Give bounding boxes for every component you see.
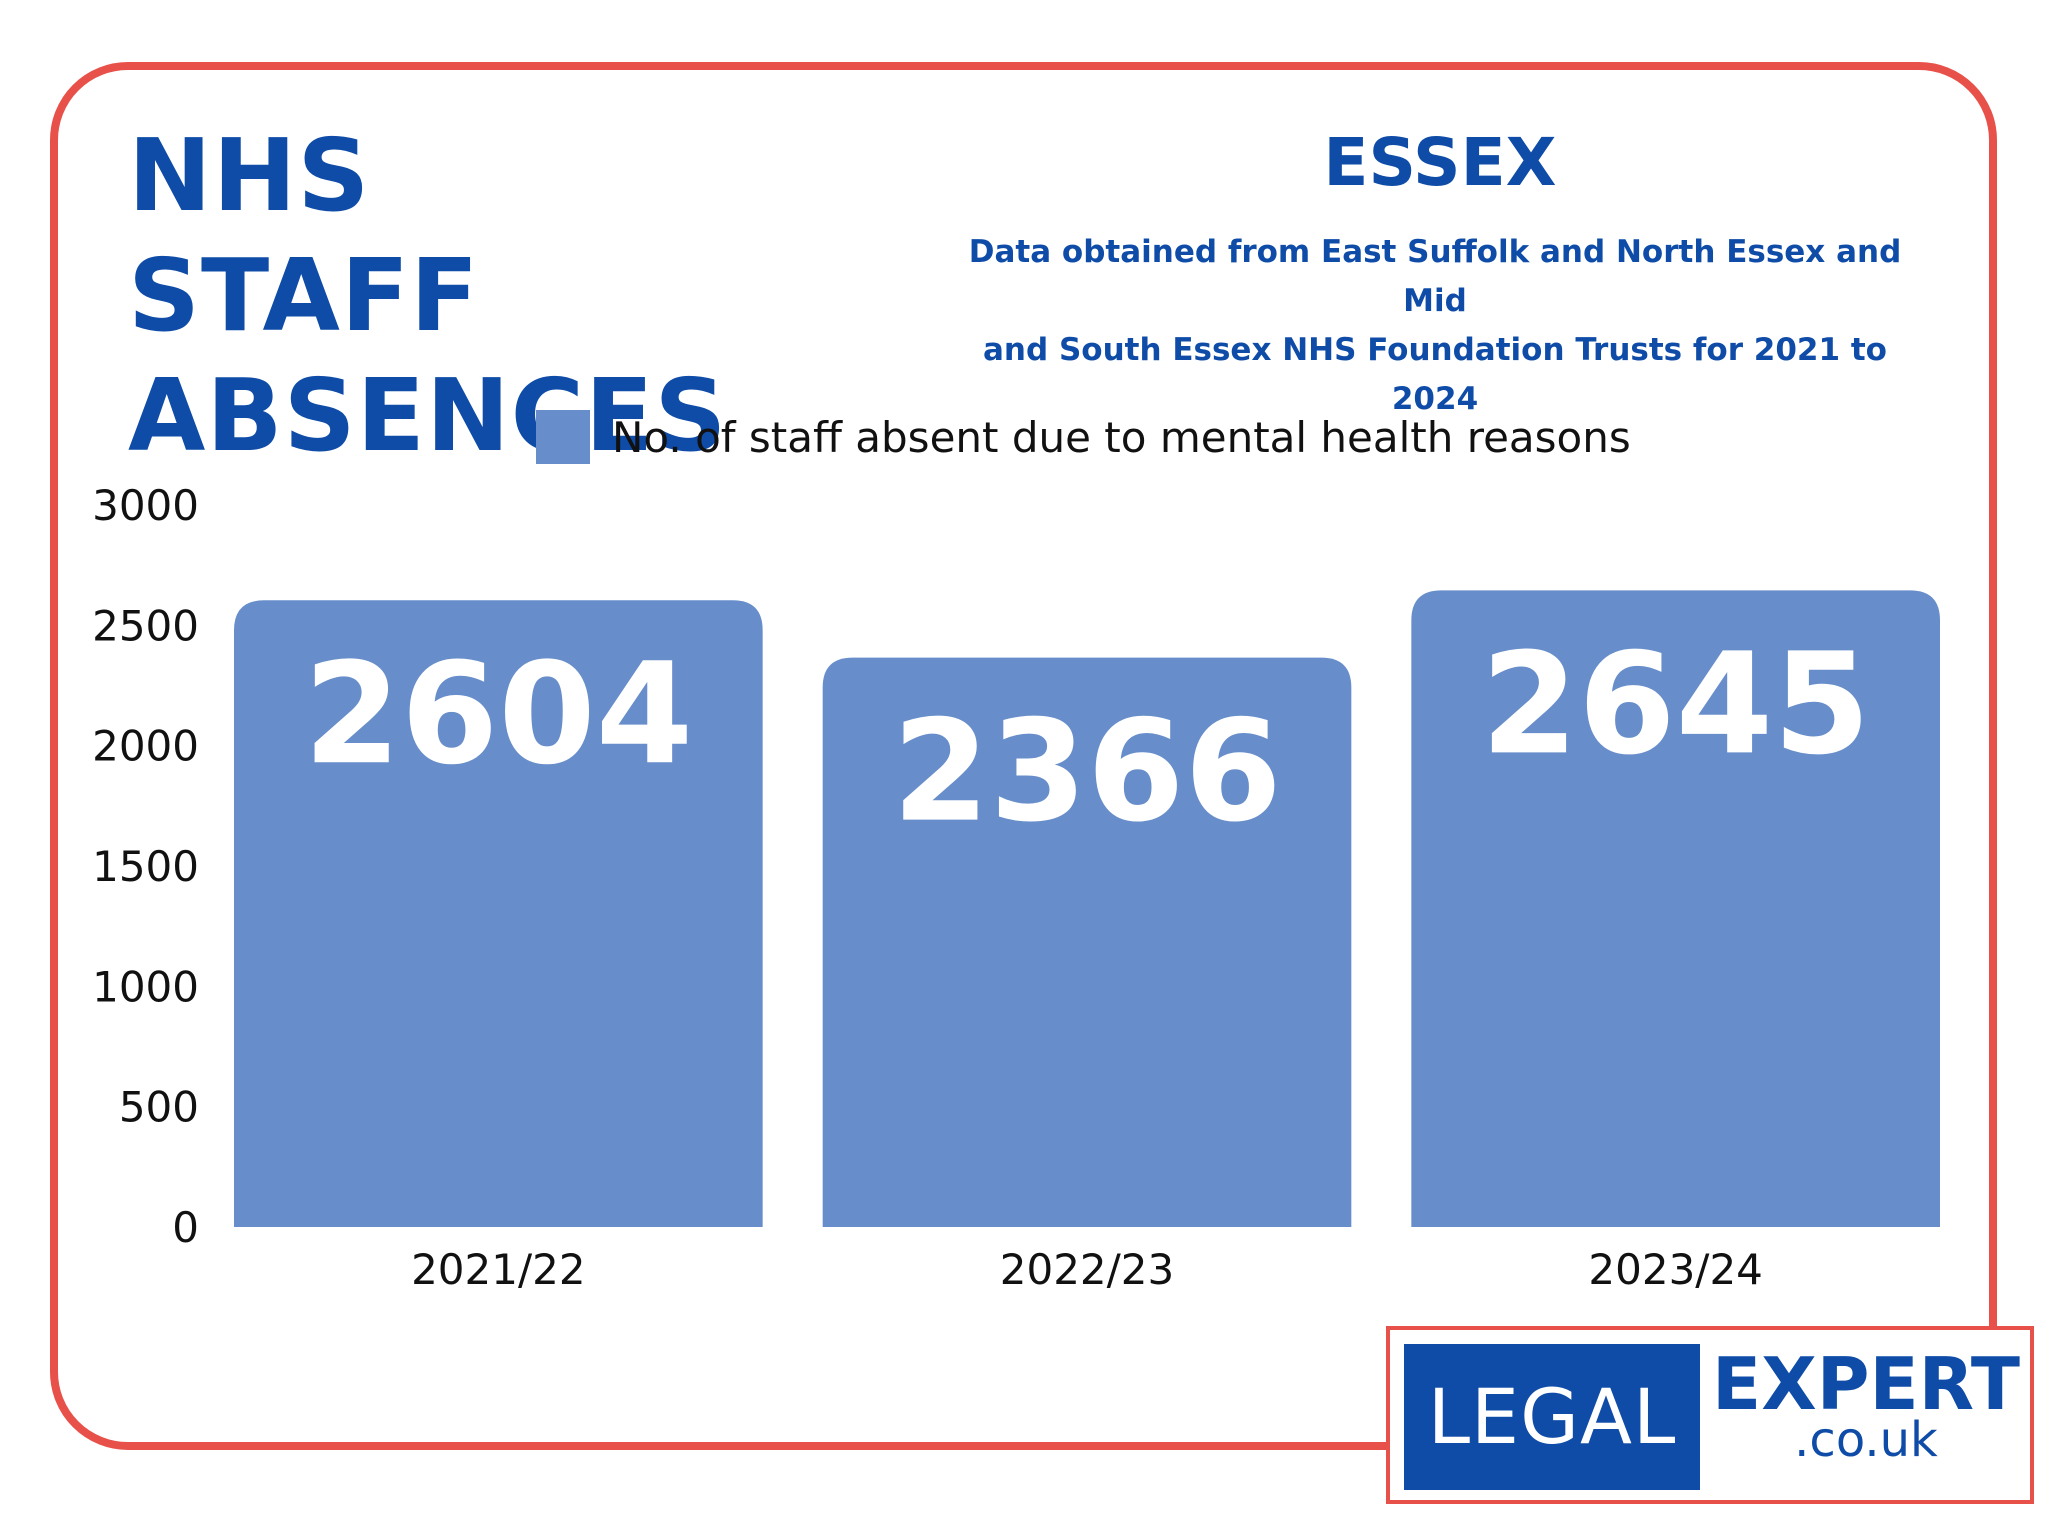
- y-tick-label: 3000: [92, 481, 199, 530]
- logo-legal-text: LEGAL: [1404, 1344, 1700, 1490]
- bar: [1411, 590, 1940, 1227]
- region-heading: ESSEX: [1323, 124, 1557, 201]
- y-tick-label: 2000: [92, 722, 199, 771]
- logo-right-block: EXPERT .co.uk: [1708, 1340, 2024, 1464]
- subtitle: Data obtained from East Suffolk and Nort…: [950, 228, 1920, 424]
- page-title: NHS STAFF ABSENCES: [128, 116, 748, 476]
- subtitle-line-2: and South Essex NHS Foundation Trusts fo…: [983, 332, 1887, 417]
- chart-legend: No. of staff absent due to mental health…: [536, 410, 1631, 464]
- bar: [822, 657, 1352, 1227]
- bar-data-label: 2645: [1481, 623, 1871, 786]
- legal-expert-logo: LEGAL EXPERT .co.uk: [1386, 1326, 2034, 1504]
- title-line-2: ABSENCES: [128, 357, 728, 474]
- title-line-1: NHS STAFF: [128, 117, 480, 354]
- y-tick-label: 0: [172, 1203, 199, 1252]
- x-tick-label: 2022/23: [1000, 1245, 1174, 1294]
- y-tick-label: 1000: [92, 962, 199, 1011]
- logo-domain-text: .co.uk: [1794, 1412, 1938, 1468]
- page-frame: [50, 62, 1997, 1450]
- bar-data-label: 2604: [304, 633, 694, 796]
- y-tick-label: 500: [119, 1083, 199, 1132]
- legend-swatch: [536, 410, 590, 464]
- subtitle-line-1: Data obtained from East Suffolk and Nort…: [968, 234, 1902, 319]
- x-axis: 2021/22 2022/23 2023/24: [411, 1245, 1763, 1294]
- bar: [234, 600, 763, 1227]
- x-tick-label: 2021/22: [411, 1245, 585, 1294]
- logo-expert-text: EXPERT: [1712, 1342, 2020, 1426]
- legend-label: No. of staff absent due to mental health…: [612, 413, 1631, 462]
- y-axis: 0 500 1000 1500 2000 2500 3000: [92, 481, 199, 1252]
- y-tick-label: 2500: [92, 601, 199, 650]
- x-tick-label: 2023/24: [1588, 1245, 1762, 1294]
- y-tick-label: 1500: [92, 842, 199, 891]
- bars-group: [234, 590, 1940, 1227]
- bar-data-label: 2366: [892, 691, 1282, 854]
- data-labels-group: 2604 2366 2645: [304, 623, 1871, 853]
